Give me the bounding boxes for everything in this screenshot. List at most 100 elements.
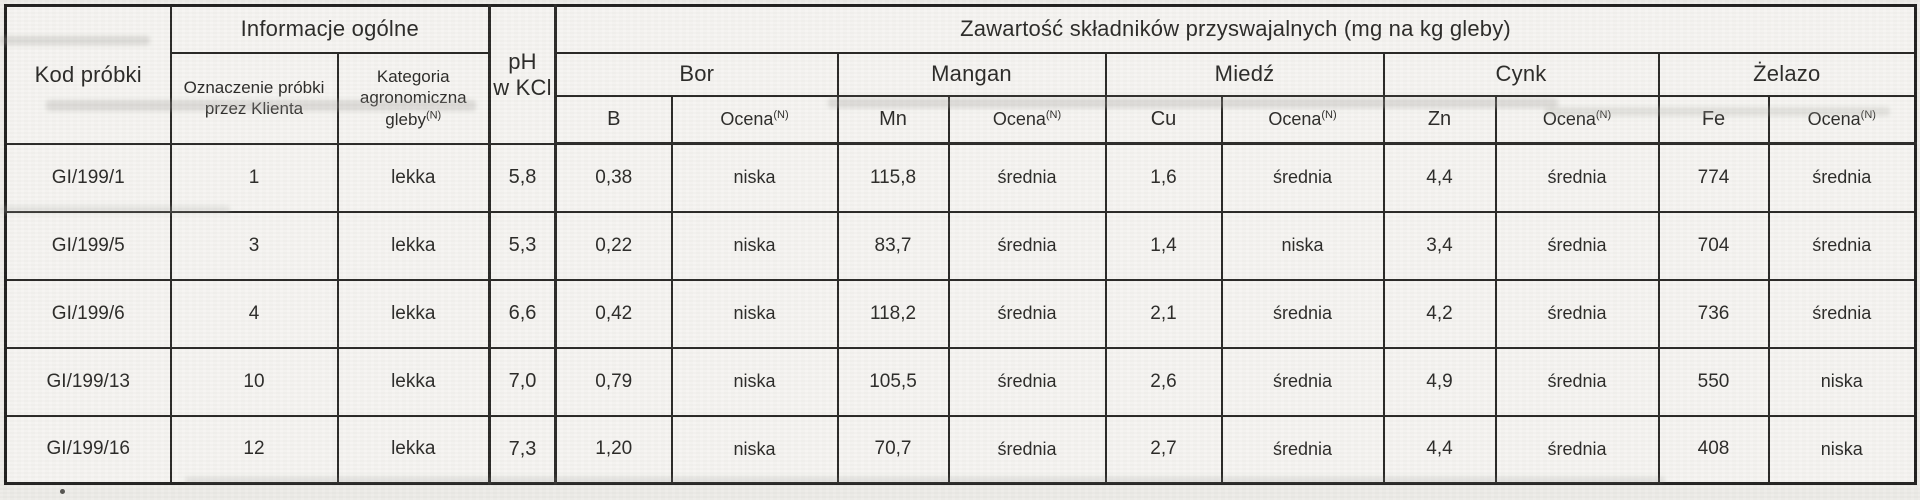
header-group-bor-label: Bor	[679, 61, 715, 86]
cell-mn-ocena: średnia	[947, 210, 1107, 281]
header-symbol-zn: Zn	[1382, 94, 1497, 145]
header-symbol-b: B	[554, 94, 673, 145]
cell-b-ocena: niska	[670, 346, 839, 417]
header-group-cynk-label: Cynk	[1495, 61, 1547, 86]
cell-kod: GI/199/5	[4, 210, 172, 281]
cell-b-ocena: niska	[670, 142, 839, 213]
cell-zn-ocena: średnia	[1494, 346, 1660, 417]
header-informacje-ogolne-label: Informacje ogólne	[240, 16, 419, 42]
table-row: GI/199/6 4 lekka 6,6 0,42 niska 118,2 śr…	[4, 278, 1917, 349]
header-symbol-fe: Fe	[1657, 94, 1770, 145]
header-ocena-zelazo: Ocena(N)	[1767, 94, 1917, 145]
header-group-zelazo: Żelazo	[1657, 51, 1917, 97]
header-row-1: Kod próbki Informacje ogólne pH w KCl Za…	[4, 4, 1917, 145]
scan-speck	[60, 489, 65, 494]
cell-zn-ocena: średnia	[1494, 414, 1660, 485]
header-zawartosc-label: Zawartość składników przyswajalnych (mg …	[960, 16, 1511, 42]
header-ocena-bor: Ocena(N)	[670, 94, 839, 145]
cell-zn-ocena: średnia	[1494, 278, 1660, 349]
table-row: GI/199/13 10 lekka 7,0 0,79 niska 105,5 …	[4, 346, 1917, 417]
cell-b: 0,79	[554, 346, 673, 417]
cell-ph: 7,0	[488, 346, 558, 417]
header-symbol-fe-label: Fe	[1701, 107, 1726, 130]
header-ocena-miedz-footnote-marker: (N)	[1321, 108, 1337, 121]
soil-analysis-table: Kod próbki Informacje ogólne pH w KCl Za…	[4, 4, 1918, 485]
header-group-miedz: Miedź	[1104, 51, 1385, 97]
cell-mn: 83,7	[836, 210, 950, 281]
cell-cu-ocena: średnia	[1220, 414, 1385, 485]
header-group-cynk: Cynk	[1382, 51, 1660, 97]
header-informacje-ogolne: Informacje ogólne	[169, 4, 491, 54]
header-ocena-zelazo-label: Ocena	[1807, 108, 1861, 129]
header-ph-line2: w KCl	[493, 74, 552, 100]
cell-oznaczenie: 1	[169, 142, 339, 213]
header-group-zelazo-label: Żelazo	[1753, 61, 1821, 86]
cell-fe-ocena: średnia	[1767, 142, 1917, 213]
header-symbol-b-label: B	[607, 107, 621, 130]
header-ocena-cynk: Ocena(N)	[1494, 94, 1660, 145]
cell-mn-ocena: średnia	[947, 346, 1107, 417]
cell-mn: 70,7	[836, 414, 950, 485]
cell-zn-ocena: średnia	[1494, 210, 1660, 281]
cell-ph: 5,3	[488, 210, 558, 281]
header-ocena-miedz: Ocena(N)	[1220, 94, 1385, 145]
cell-fe-ocena: niska	[1767, 346, 1917, 417]
cell-fe-ocena: średnia	[1767, 210, 1917, 281]
cell-fe: 736	[1657, 278, 1770, 349]
header-symbol-mn: Mn	[836, 94, 950, 145]
header-symbol-cu-label: Cu	[1150, 107, 1177, 130]
header-symbol-mn-label: Mn	[879, 107, 907, 130]
header-row-2: Oznaczenie próbki przez Klienta Kategori…	[6, 51, 1917, 145]
header-ocena-bor-label: Ocena	[720, 108, 774, 129]
cell-cu: 2,1	[1104, 278, 1223, 349]
cell-cu-ocena: niska	[1220, 210, 1385, 281]
cell-zn: 4,9	[1382, 346, 1497, 417]
cell-fe: 704	[1657, 210, 1770, 281]
cell-cu-ocena: średnia	[1220, 278, 1385, 349]
header-ocena-cynk-label: Ocena	[1542, 108, 1596, 129]
cell-b: 0,38	[554, 142, 673, 213]
header-group-mangan-label: Mangan	[931, 61, 1012, 86]
cell-b-ocena: niska	[670, 278, 839, 349]
header-symbol-zn-label: Zn	[1427, 107, 1452, 130]
cell-zn: 4,2	[1382, 278, 1497, 349]
cell-fe-ocena: średnia	[1767, 278, 1917, 349]
cell-b-ocena: niska	[670, 210, 839, 281]
cell-kod: GI/199/1	[4, 142, 172, 213]
cell-kod: GI/199/13	[4, 346, 172, 417]
table-body: GI/199/1 1 lekka 5,8 0,38 niska 115,8 śr…	[4, 142, 1917, 485]
cell-ph: 7,3	[488, 414, 558, 485]
table-row: GI/199/1 1 lekka 5,8 0,38 niska 115,8 śr…	[4, 142, 1917, 213]
table-row: GI/199/16 12 lekka 7,3 1,20 niska 70,7 ś…	[4, 414, 1917, 485]
cell-kategoria: lekka	[336, 142, 491, 213]
cell-cu: 2,7	[1104, 414, 1223, 485]
cell-fe-ocena: niska	[1767, 414, 1917, 485]
cell-oznaczenie: 12	[169, 414, 339, 485]
cell-kategoria: lekka	[336, 210, 491, 281]
cell-ph: 5,8	[488, 142, 558, 213]
cell-b: 0,42	[554, 278, 673, 349]
header-kategoria-footnote-marker: (N)	[425, 108, 442, 121]
cell-b: 0,22	[554, 210, 673, 281]
header-ocena-zelazo-footnote-marker: (N)	[1860, 108, 1876, 121]
header-oznaczenie: Oznaczenie próbki przez Klienta	[169, 51, 339, 145]
cell-zn: 3,4	[1382, 210, 1497, 281]
cell-oznaczenie: 3	[169, 210, 339, 281]
header-ocena-mangan: Ocena(N)	[947, 94, 1107, 145]
header-ph: pH w KCl	[488, 4, 558, 145]
cell-zn-ocena: średnia	[1494, 142, 1660, 213]
header-symbol-cu: Cu	[1104, 94, 1223, 145]
header-group-miedz-label: Miedź	[1214, 61, 1275, 86]
cell-kategoria: lekka	[336, 346, 491, 417]
header-oznaczenie-label: Oznaczenie próbki przez Klienta	[183, 77, 325, 118]
cell-mn: 118,2	[836, 278, 950, 349]
table-row: GI/199/5 3 lekka 5,3 0,22 niska 83,7 śre…	[4, 210, 1917, 281]
cell-mn: 105,5	[836, 346, 950, 417]
header-group-mangan: Mangan	[836, 51, 1107, 97]
header-ocena-mangan-label: Ocena	[992, 108, 1046, 129]
header-kategoria-label: Kategoria agronomiczna gleby	[359, 67, 467, 129]
header-ph-line1: pH	[508, 48, 537, 74]
cell-b: 1,20	[554, 414, 673, 485]
cell-b-ocena: niska	[670, 414, 839, 485]
cell-mn: 115,8	[836, 142, 950, 213]
